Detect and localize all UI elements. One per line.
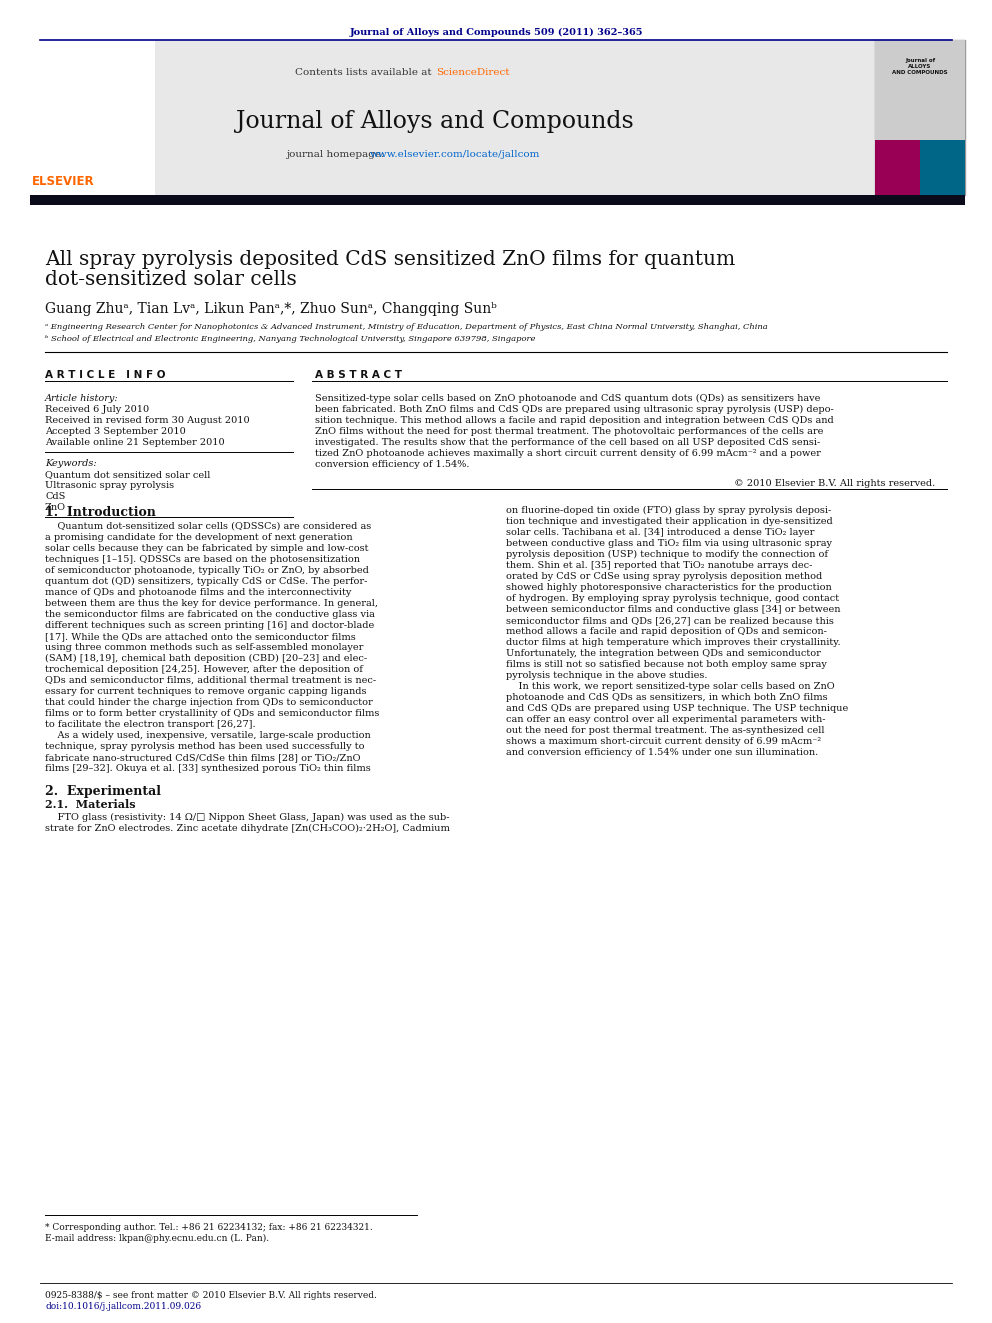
Bar (875, 40, 965, 140)
Text: Received in revised form 30 August 2010: Received in revised form 30 August 2010 (45, 415, 250, 425)
Text: ᵇ School of Electrical and Electronic Engineering, Nanyang Technological Univers: ᵇ School of Electrical and Electronic En… (45, 335, 536, 343)
Bar (875, 140, 920, 194)
Bar (155, 40, 875, 194)
Text: essary for current techniques to remove organic capping ligands: essary for current techniques to remove … (45, 687, 366, 696)
Text: 2.  Experimental: 2. Experimental (45, 785, 161, 798)
Text: between them are thus the key for device performance. In general,: between them are thus the key for device… (45, 599, 378, 609)
Text: them. Shin et al. [35] reported that TiO₂ nanotube arrays dec-: them. Shin et al. [35] reported that TiO… (506, 561, 812, 570)
Bar (875, 40, 965, 194)
Text: Quantum dot-sensitized solar cells (QDSSCs) are considered as: Quantum dot-sensitized solar cells (QDSS… (45, 523, 371, 531)
Text: ZnO: ZnO (45, 503, 66, 512)
Text: films or to form better crystallinity of QDs and semiconductor films: films or to form better crystallinity of… (45, 709, 379, 718)
Text: to facilitate the electron transport [26,27].: to facilitate the electron transport [26… (45, 720, 256, 729)
Bar (30, 194, 965, 205)
Text: In this work, we report sensitized-type solar cells based on ZnO: In this work, we report sensitized-type … (506, 681, 834, 691)
Text: quantum dot (QD) sensitizers, typically CdS or CdSe. The perfor-: quantum dot (QD) sensitizers, typically … (45, 577, 367, 586)
Text: QDs and semiconductor films, additional thermal treatment is nec-: QDs and semiconductor films, additional … (45, 676, 376, 685)
Text: trochemical deposition [24,25]. However, after the deposition of: trochemical deposition [24,25]. However,… (45, 665, 363, 673)
Text: As a widely used, inexpensive, versatile, large-scale production: As a widely used, inexpensive, versatile… (45, 732, 371, 740)
Text: journal homepage:: journal homepage: (286, 149, 388, 159)
Text: tion technique and investigated their application in dye-sensitized: tion technique and investigated their ap… (506, 517, 832, 527)
Text: Ultrasonic spray pyrolysis: Ultrasonic spray pyrolysis (45, 482, 175, 490)
Text: [17]. While the QDs are attached onto the semiconductor films: [17]. While the QDs are attached onto th… (45, 632, 356, 642)
Text: Unfortunately, the integration between QDs and semiconductor: Unfortunately, the integration between Q… (506, 650, 820, 658)
Text: of semiconductor photoanode, typically TiO₂ or ZnO, by absorbed: of semiconductor photoanode, typically T… (45, 566, 369, 576)
Text: Contents lists available at: Contents lists available at (296, 67, 435, 77)
Text: conversion efficiency of 1.54%.: conversion efficiency of 1.54%. (315, 460, 469, 468)
Text: solar cells because they can be fabricated by simple and low-cost: solar cells because they can be fabricat… (45, 544, 368, 553)
Text: 2.1.  Materials: 2.1. Materials (45, 799, 136, 810)
Text: Journal of
ALLOYS
AND COMPOUNDS: Journal of ALLOYS AND COMPOUNDS (892, 58, 947, 74)
Text: the semiconductor films are fabricated on the conductive glass via: the semiconductor films are fabricated o… (45, 610, 375, 619)
Bar (920, 140, 965, 194)
Text: ᵃ Engineering Research Center for Nanophotonics & Advanced Instrument, Ministry : ᵃ Engineering Research Center for Nanoph… (45, 323, 768, 331)
Text: strate for ZnO electrodes. Zinc acetate dihydrate [Zn(CH₃COO)₂·2H₂O], Cadmium: strate for ZnO electrodes. Zinc acetate … (45, 824, 450, 833)
Text: that could hinder the charge injection from QDs to semiconductor: that could hinder the charge injection f… (45, 699, 373, 706)
Text: pyrolysis technique in the above studies.: pyrolysis technique in the above studies… (506, 671, 707, 680)
Text: technique, spray pyrolysis method has been used successfully to: technique, spray pyrolysis method has be… (45, 742, 364, 751)
Text: shows a maximum short-circuit current density of 6.99 mAcm⁻²: shows a maximum short-circuit current de… (506, 737, 821, 746)
Text: films is still not so satisfied because not both employ same spray: films is still not so satisfied because … (506, 660, 827, 669)
Text: ELSEVIER: ELSEVIER (32, 175, 94, 188)
Text: semiconductor films and QDs [26,27] can be realized because this: semiconductor films and QDs [26,27] can … (506, 617, 834, 624)
Text: pyrolysis deposition (USP) technique to modify the connection of: pyrolysis deposition (USP) technique to … (506, 550, 828, 560)
Text: 1.  Introduction: 1. Introduction (45, 505, 156, 519)
Text: method allows a facile and rapid deposition of QDs and semicon-: method allows a facile and rapid deposit… (506, 627, 827, 636)
Text: can offer an easy control over all experimental parameters with-: can offer an easy control over all exper… (506, 714, 825, 724)
Text: E-mail address: lkpan@phy.ecnu.edu.cn (L. Pan).: E-mail address: lkpan@phy.ecnu.edu.cn (L… (45, 1234, 269, 1244)
Text: out the need for post thermal treatment. The as-synthesized cell: out the need for post thermal treatment.… (506, 726, 824, 736)
Text: and CdS QDs are prepared using USP technique. The USP technique: and CdS QDs are prepared using USP techn… (506, 704, 848, 713)
Text: sition technique. This method allows a facile and rapid deposition and integrati: sition technique. This method allows a f… (315, 415, 833, 425)
Text: mance of QDs and photoanode films and the interconnectivity: mance of QDs and photoanode films and th… (45, 587, 351, 597)
Text: between semiconductor films and conductive glass [34] or between: between semiconductor films and conducti… (506, 605, 840, 614)
Text: showed highly photoresponsive characteristics for the production: showed highly photoresponsive characteri… (506, 583, 831, 591)
Text: Journal of Alloys and Compounds: Journal of Alloys and Compounds (236, 110, 634, 134)
Text: different techniques such as screen printing [16] and doctor-blade: different techniques such as screen prin… (45, 620, 374, 630)
Text: Journal of Alloys and Compounds 509 (2011) 362–365: Journal of Alloys and Compounds 509 (201… (349, 28, 643, 37)
Text: using three common methods such as self-assembled monolayer: using three common methods such as self-… (45, 643, 363, 652)
Text: orated by CdS or CdSe using spray pyrolysis deposition method: orated by CdS or CdSe using spray pyroly… (506, 572, 822, 581)
Text: on fluorine-doped tin oxide (FTO) glass by spray pyrolysis deposi-: on fluorine-doped tin oxide (FTO) glass … (506, 505, 831, 515)
Text: Received 6 July 2010: Received 6 July 2010 (45, 405, 149, 414)
Text: investigated. The results show that the performance of the cell based on all USP: investigated. The results show that the … (315, 438, 820, 447)
Text: FTO glass (resistivity: 14 Ω/□ Nippon Sheet Glass, Japan) was used as the sub-: FTO glass (resistivity: 14 Ω/□ Nippon Sh… (45, 814, 449, 822)
Text: www.elsevier.com/locate/jallcom: www.elsevier.com/locate/jallcom (370, 149, 541, 159)
Text: doi:10.1016/j.jallcom.2011.09.026: doi:10.1016/j.jallcom.2011.09.026 (45, 1302, 201, 1311)
Text: All spray pyrolysis deposited CdS sensitized ZnO films for quantum: All spray pyrolysis deposited CdS sensit… (45, 250, 735, 269)
Text: a promising candidate for the development of next generation: a promising candidate for the developmen… (45, 533, 352, 542)
Text: (SAM) [18,19], chemical bath deposition (CBD) [20–23] and elec-: (SAM) [18,19], chemical bath deposition … (45, 654, 367, 663)
Text: and conversion efficiency of 1.54% under one sun illumination.: and conversion efficiency of 1.54% under… (506, 747, 818, 757)
Bar (30, 40, 155, 194)
Text: between conductive glass and TiO₂ film via using ultrasonic spray: between conductive glass and TiO₂ film v… (506, 538, 832, 548)
Text: techniques [1–15]. QDSSCs are based on the photosensitization: techniques [1–15]. QDSSCs are based on t… (45, 556, 360, 564)
Text: photoanode and CdS QDs as sensitizers, in which both ZnO films: photoanode and CdS QDs as sensitizers, i… (506, 693, 827, 703)
Text: CdS: CdS (45, 492, 65, 501)
Text: dot-sensitized solar cells: dot-sensitized solar cells (45, 270, 297, 288)
Text: 0925-8388/$ – see front matter © 2010 Elsevier B.V. All rights reserved.: 0925-8388/$ – see front matter © 2010 El… (45, 1291, 377, 1301)
Text: Guang Zhuᵃ, Tian Lvᵃ, Likun Panᵃ,*, Zhuo Sunᵃ, Changqing Sunᵇ: Guang Zhuᵃ, Tian Lvᵃ, Likun Panᵃ,*, Zhuo… (45, 302, 497, 316)
Text: films [29–32]. Okuya et al. [33] synthesized porous TiO₂ thin films: films [29–32]. Okuya et al. [33] synthes… (45, 763, 371, 773)
Text: ScienceDirect: ScienceDirect (436, 67, 510, 77)
Text: © 2010 Elsevier B.V. All rights reserved.: © 2010 Elsevier B.V. All rights reserved… (734, 479, 935, 488)
Text: Keywords:: Keywords: (45, 459, 96, 468)
Text: ZnO films without the need for post thermal treatment. The photovoltaic performa: ZnO films without the need for post ther… (315, 427, 823, 437)
Text: Accepted 3 September 2010: Accepted 3 September 2010 (45, 427, 186, 437)
Text: Available online 21 September 2010: Available online 21 September 2010 (45, 438, 224, 447)
Text: A B S T R A C T: A B S T R A C T (315, 370, 402, 380)
Text: Article history:: Article history: (45, 394, 119, 404)
Text: ductor films at high temperature which improves their crystallinity.: ductor films at high temperature which i… (506, 638, 840, 647)
Text: fabricate nano-structured CdS/CdSe thin films [28] or TiO₂/ZnO: fabricate nano-structured CdS/CdSe thin … (45, 753, 360, 762)
Text: of hydrogen. By employing spray pyrolysis technique, good contact: of hydrogen. By employing spray pyrolysi… (506, 594, 839, 603)
Text: * Corresponding author. Tel.: +86 21 62234132; fax: +86 21 62234321.: * Corresponding author. Tel.: +86 21 622… (45, 1222, 373, 1232)
Text: been fabricated. Both ZnO films and CdS QDs are prepared using ultrasonic spray : been fabricated. Both ZnO films and CdS … (315, 405, 833, 414)
Text: solar cells. Tachibana et al. [34] introduced a dense TiO₂ layer: solar cells. Tachibana et al. [34] intro… (506, 528, 814, 537)
Text: Sensitized-type solar cells based on ZnO photoanode and CdS quantum dots (QDs) a: Sensitized-type solar cells based on ZnO… (315, 394, 820, 404)
Text: A R T I C L E   I N F O: A R T I C L E I N F O (45, 370, 166, 380)
Text: tized ZnO photoanode achieves maximally a short circuit current density of 6.99 : tized ZnO photoanode achieves maximally … (315, 448, 820, 458)
Text: Quantum dot sensitized solar cell: Quantum dot sensitized solar cell (45, 470, 210, 479)
